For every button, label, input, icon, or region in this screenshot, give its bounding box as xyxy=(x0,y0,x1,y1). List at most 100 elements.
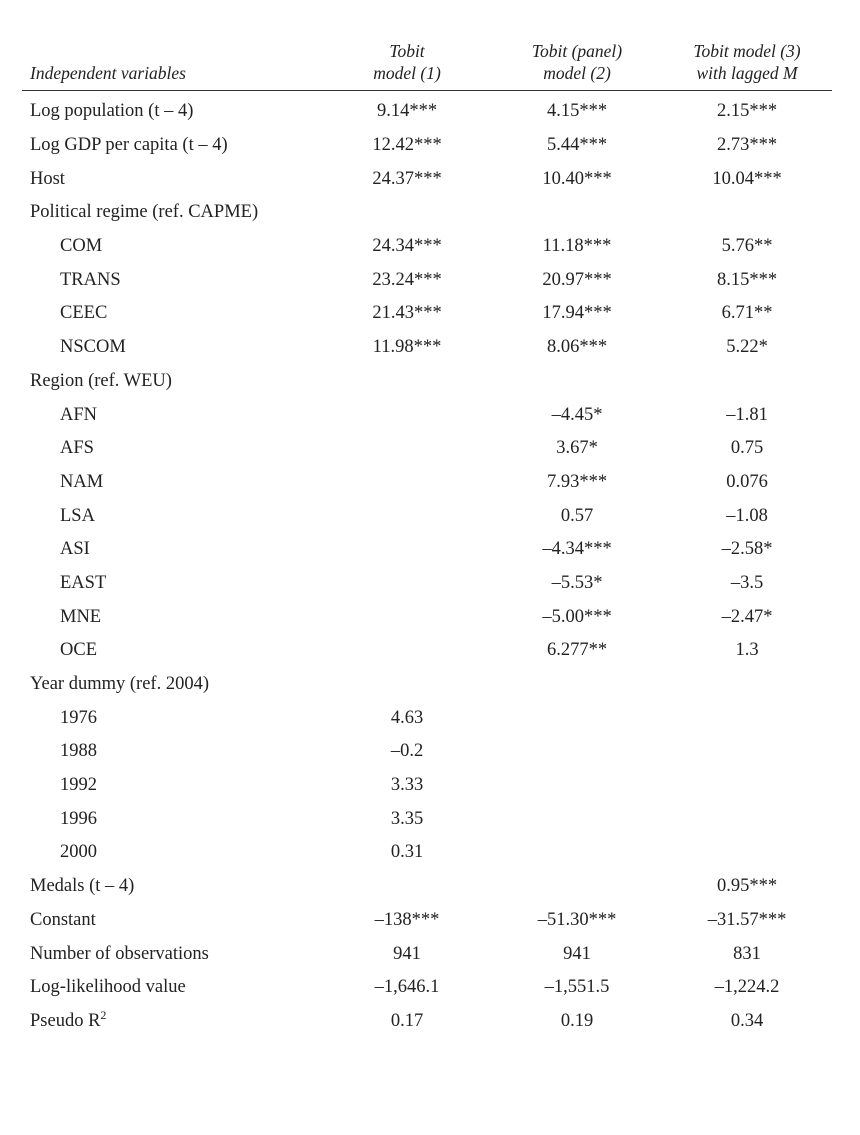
model-3-value xyxy=(662,196,832,230)
table-row: TRANS 23.24*** 20.97*** 8.15*** xyxy=(22,263,832,297)
model-2-value: –5.00*** xyxy=(542,606,612,627)
model-3-value: –2.47* xyxy=(721,606,773,627)
table-row: NAM 7.93*** 0.076 xyxy=(22,466,832,500)
model-2-value: 17.94*** xyxy=(542,303,612,324)
header-model-2-line-1: Tobit (panel) xyxy=(531,41,623,61)
header-row: Independent variables Tobit model (1) To… xyxy=(22,38,832,91)
table-row: Region (ref. WEU) xyxy=(22,365,832,399)
row-label-text: AFN xyxy=(60,404,98,425)
table-row: Medals (t – 4) 0.95*** xyxy=(22,870,832,904)
model-3-value: 0.076 xyxy=(726,471,768,492)
model-2-value: 7.93*** xyxy=(546,471,608,492)
row-label: AFN xyxy=(22,398,322,432)
model-2-value xyxy=(492,365,662,399)
header-model-1: Tobit model (1) xyxy=(322,38,492,91)
model-2-value xyxy=(492,802,662,836)
model-2-value: 8.06*** xyxy=(546,337,608,358)
row-label: Medals (t – 4) xyxy=(22,870,322,904)
model-1-value xyxy=(322,466,492,500)
table-row: CEEC 21.43*** 17.94*** 6.71** xyxy=(22,297,832,331)
model-2-value xyxy=(492,870,662,904)
row-label: Political regime (ref. CAPME) xyxy=(22,196,322,230)
row-label: AFS xyxy=(22,432,322,466)
model-3-value: 5.76** xyxy=(721,236,773,257)
header-independent-variables: Independent variables xyxy=(22,38,322,91)
row-label-text: 1976 xyxy=(60,707,97,728)
row-label: MNE xyxy=(22,600,322,634)
model-3-value: 5.22* xyxy=(726,337,768,358)
model-3-value xyxy=(662,735,832,769)
table-row: NSCOM 11.98*** 8.06*** 5.22* xyxy=(22,331,832,365)
model-1-value: 4.63 xyxy=(390,707,424,728)
header-model-2-line-2: model (2) xyxy=(543,63,611,83)
table-row: AFS 3.67* 0.75 xyxy=(22,432,832,466)
model-1-value xyxy=(322,533,492,567)
model-1-value: 3.35 xyxy=(390,808,424,829)
model-1-value: 21.43*** xyxy=(372,303,442,324)
model-2-value xyxy=(492,769,662,803)
model-2-value: 941 xyxy=(563,943,591,964)
row-label: Host xyxy=(22,162,322,196)
model-1-value xyxy=(322,432,492,466)
row-label: 1988 xyxy=(22,735,322,769)
model-1-value: 12.42*** xyxy=(372,135,442,156)
row-label-text: COM xyxy=(60,236,103,257)
model-2-value: 6.277** xyxy=(546,640,608,661)
model-1-value xyxy=(322,634,492,668)
row-label-text: Host xyxy=(30,168,65,189)
model-3-value: –1,224.2 xyxy=(714,977,780,998)
row-label-text: Log GDP per capita (t – 4) xyxy=(30,135,228,156)
row-label-text: Log population (t – 4) xyxy=(30,101,194,122)
row-label-text: Pseudo R xyxy=(30,1010,101,1031)
table-row: 1992 3.33 xyxy=(22,769,832,803)
row-label: 1976 xyxy=(22,701,322,735)
table-row: Log GDP per capita (t – 4) 12.42*** 5.44**… xyxy=(22,129,832,163)
model-3-value: 0.75 xyxy=(730,438,764,459)
header-model-1-line-1: Tobit xyxy=(389,41,425,61)
row-label-superscript: 2 xyxy=(100,1007,107,1022)
table-row: Log population (t – 4) 9.14*** 4.15*** 2.15… xyxy=(22,91,832,129)
model-3-value xyxy=(662,802,832,836)
model-2-value: 11.18*** xyxy=(542,236,612,257)
table-body: Log population (t – 4) 9.14*** 4.15*** 2.15… xyxy=(22,91,832,1039)
table-row: 1976 4.63 xyxy=(22,701,832,735)
row-label-text: AFS xyxy=(60,438,94,459)
row-label: Log population (t – 4) xyxy=(22,91,322,129)
model-1-value: –138*** xyxy=(374,909,440,930)
model-1-value: 3.33 xyxy=(390,775,424,796)
model-3-value: 0.34 xyxy=(730,1010,764,1031)
table-row: COM 24.34*** 11.18*** 5.76** xyxy=(22,230,832,264)
header-model-2: Tobit (panel) model (2) xyxy=(492,38,662,91)
row-label: EAST xyxy=(22,567,322,601)
model-1-value: 11.98*** xyxy=(372,337,442,358)
model-2-value: 4.15*** xyxy=(546,101,608,122)
model-2-value: 10.40*** xyxy=(542,168,612,189)
table-row: LSA 0.57 –1.08 xyxy=(22,499,832,533)
model-1-value: 0.17 xyxy=(390,1010,424,1031)
row-label: 2000 xyxy=(22,836,322,870)
model-1-value xyxy=(322,600,492,634)
model-1-value xyxy=(322,870,492,904)
table-row: Pseudo R2 0.17 0.19 0.34 xyxy=(22,1005,832,1039)
row-label-text: 2000 xyxy=(60,842,97,863)
row-label-text: NAM xyxy=(60,471,104,492)
model-3-value xyxy=(662,769,832,803)
row-label: TRANS xyxy=(22,263,322,297)
model-1-value xyxy=(322,499,492,533)
row-label: Constant xyxy=(22,904,322,938)
model-2-value: 3.67* xyxy=(556,438,598,459)
table-row: Political regime (ref. CAPME) xyxy=(22,196,832,230)
model-3-value: 2.15*** xyxy=(716,101,778,122)
model-3-value: –1.08 xyxy=(726,505,768,526)
model-3-value: –2.58* xyxy=(721,539,773,560)
model-2-value: 0.19 xyxy=(560,1010,594,1031)
model-1-value: 23.24*** xyxy=(372,269,442,290)
table-header: Independent variables Tobit model (1) To… xyxy=(22,38,832,91)
model-3-value: 10.04*** xyxy=(712,168,782,189)
model-2-value xyxy=(492,701,662,735)
header-model-3-line-1: Tobit model (3) xyxy=(693,41,801,61)
model-1-value xyxy=(322,567,492,601)
row-label-text: Region (ref. WEU) xyxy=(30,370,172,391)
row-label: CEEC xyxy=(22,297,322,331)
